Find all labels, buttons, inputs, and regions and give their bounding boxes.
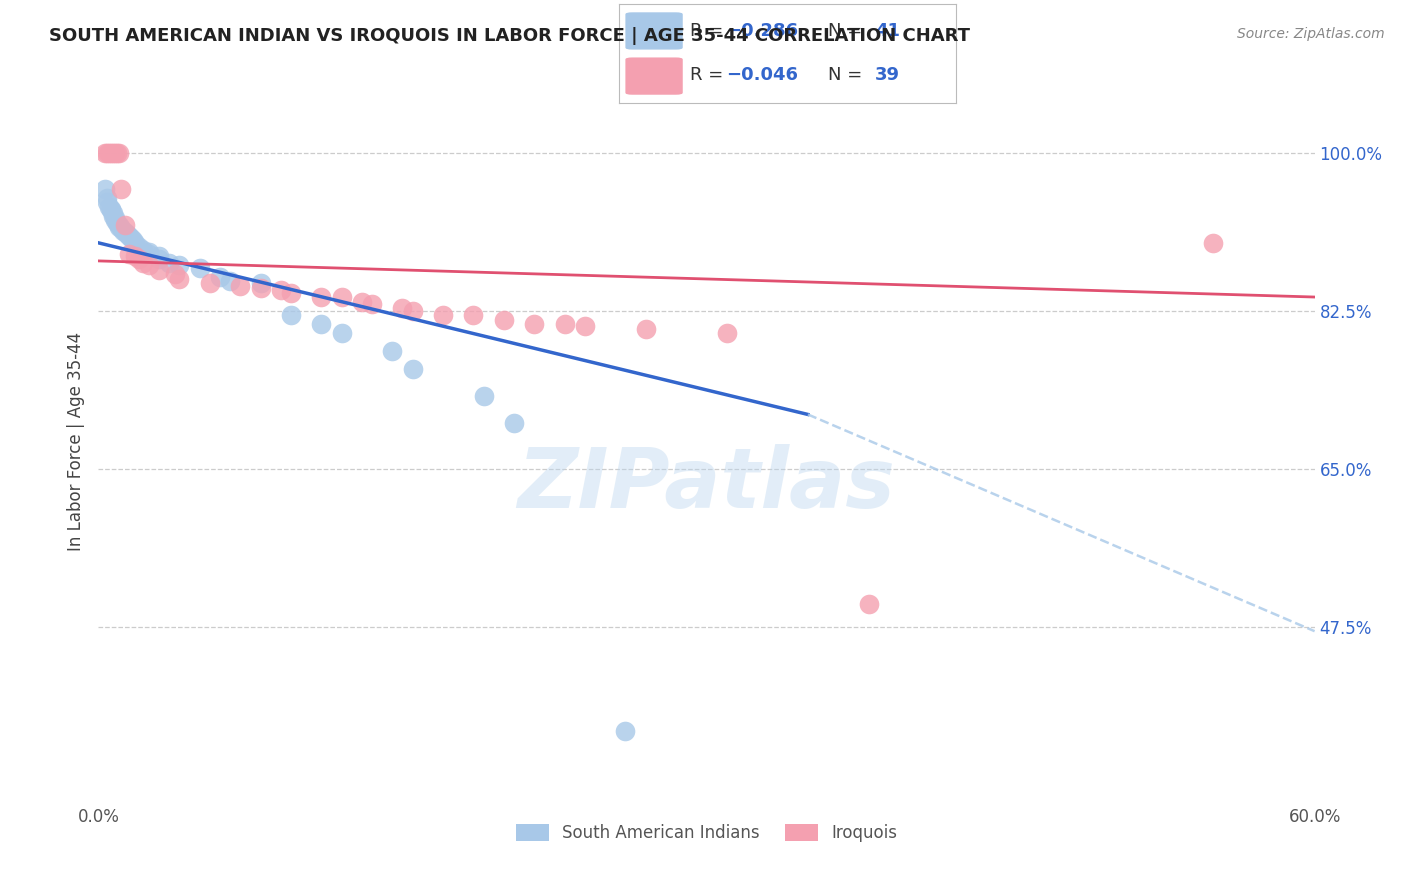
Point (472, 389, 495, 403)
Point (574, 318, 596, 333)
Point (101, 209, 124, 223)
Point (104, 145, 127, 160)
Point (503, 417, 526, 431)
Point (104, 211, 127, 225)
Point (219, 274, 242, 288)
Text: R =: R = (689, 66, 728, 84)
Point (492, 312, 515, 326)
Point (270, 283, 292, 297)
Point (111, 224, 134, 238)
Point (138, 246, 160, 260)
Point (311, 290, 333, 304)
Point (401, 362, 423, 376)
Point (128, 240, 150, 254)
Point (120, 231, 142, 245)
Text: −0.286: −0.286 (727, 22, 799, 40)
Point (401, 303, 423, 318)
Point (523, 317, 546, 331)
Point (148, 252, 170, 266)
Point (100, 145, 122, 160)
Text: R =: R = (689, 22, 728, 40)
Point (198, 277, 221, 291)
Point (138, 244, 160, 259)
Point (124, 235, 146, 250)
Point (100, 203, 122, 218)
Point (350, 294, 373, 309)
Point (165, 268, 187, 282)
Text: Source: ZipAtlas.com: Source: ZipAtlas.com (1237, 27, 1385, 41)
Text: N =: N = (828, 22, 868, 40)
Text: 39: 39 (875, 66, 900, 84)
Point (101, 145, 124, 160)
Point (169, 272, 191, 286)
Point (157, 256, 180, 270)
Text: 41: 41 (875, 22, 900, 40)
Point (280, 308, 302, 322)
Point (105, 145, 128, 160)
Point (463, 308, 485, 322)
Point (110, 182, 132, 196)
Point (381, 344, 404, 359)
Text: SOUTH AMERICAN INDIAN VS IROQUOIS IN LABOR FORCE | AGE 35-44 CORRELATION CHART: SOUTH AMERICAN INDIAN VS IROQUOIS IN LAB… (49, 27, 970, 45)
Point (97, 200, 120, 214)
Point (115, 227, 138, 241)
Text: −0.046: −0.046 (727, 66, 799, 84)
Point (132, 243, 155, 257)
Point (114, 218, 136, 232)
Point (114, 225, 136, 239)
Point (93, 145, 115, 160)
Legend: South American Indians, Iroquois: South American Indians, Iroquois (509, 817, 904, 848)
Point (96, 195, 118, 210)
Point (107, 218, 129, 232)
Point (118, 246, 141, 260)
Point (97, 145, 120, 160)
Point (330, 326, 353, 341)
Point (432, 308, 454, 322)
Point (169, 259, 191, 273)
Point (118, 228, 141, 243)
Point (138, 259, 160, 273)
Point (148, 249, 170, 263)
Point (122, 233, 145, 247)
Point (148, 263, 170, 277)
Point (101, 206, 124, 220)
Point (105, 216, 128, 230)
Point (1202, 235, 1225, 250)
Point (100, 202, 122, 216)
Text: N =: N = (828, 66, 868, 84)
Point (361, 297, 384, 311)
Point (93, 182, 115, 196)
Point (209, 270, 232, 285)
Point (716, 326, 738, 341)
Point (249, 281, 271, 295)
Point (554, 317, 576, 331)
Point (280, 285, 302, 300)
Point (96, 191, 118, 205)
Point (330, 290, 353, 304)
Point (391, 301, 413, 315)
Point (249, 277, 271, 291)
Point (110, 221, 132, 235)
Y-axis label: In Labor Force | Age 35-44: In Labor Force | Age 35-44 (66, 332, 84, 551)
Point (104, 213, 127, 227)
Point (634, 321, 657, 335)
Point (311, 317, 333, 331)
Point (128, 252, 150, 266)
Point (124, 249, 146, 263)
Point (132, 256, 155, 270)
Point (107, 145, 129, 160)
Point (188, 261, 211, 276)
Point (96, 145, 118, 160)
Text: ZIPatlas: ZIPatlas (517, 444, 896, 525)
Point (229, 279, 252, 293)
Point (858, 597, 880, 611)
Point (614, 723, 637, 738)
FancyBboxPatch shape (626, 57, 683, 95)
FancyBboxPatch shape (626, 12, 683, 50)
Point (107, 219, 129, 234)
